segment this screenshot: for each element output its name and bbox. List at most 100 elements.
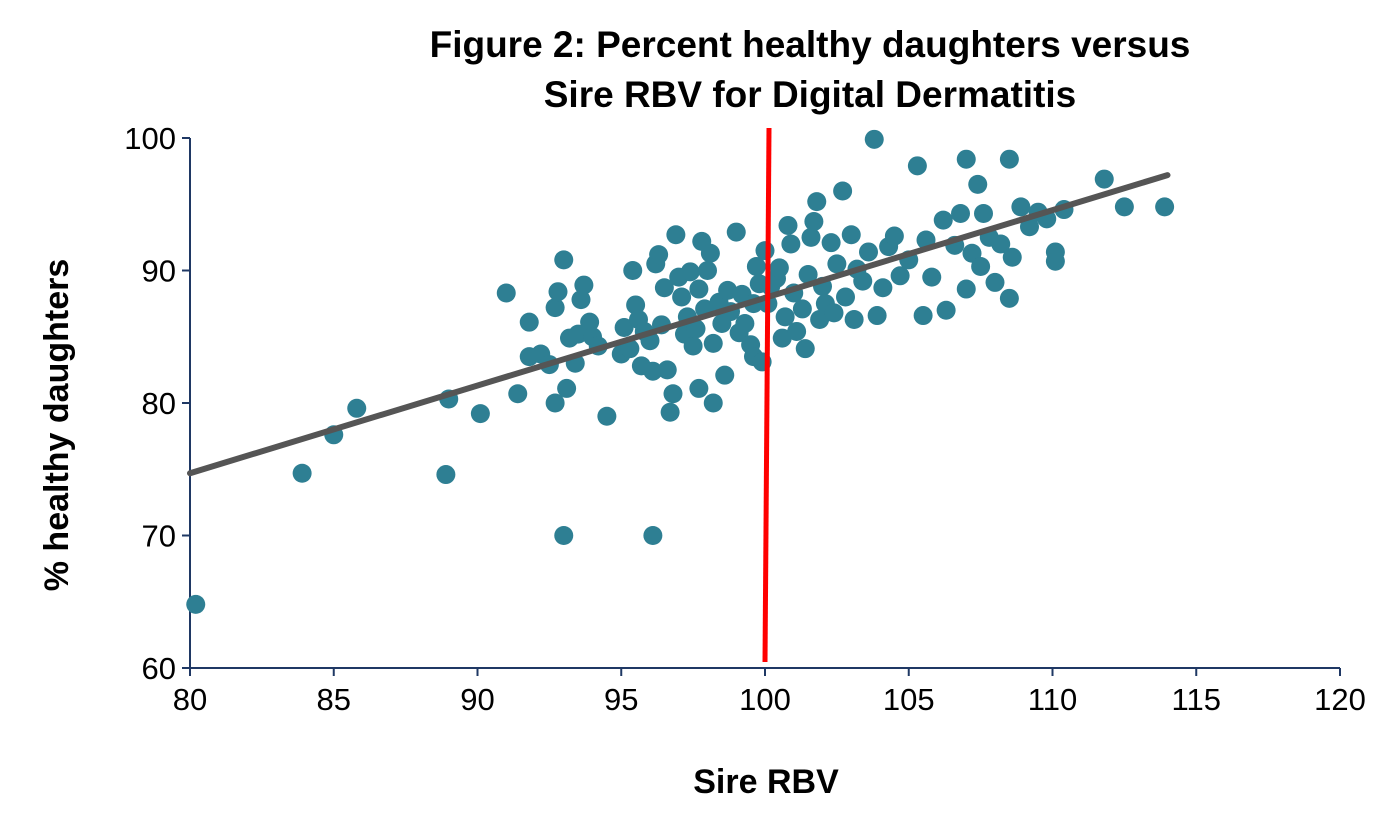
chart-title-line-1: Figure 2: Percent healthy daughters vers… bbox=[430, 24, 1191, 65]
data-point bbox=[620, 339, 640, 359]
data-point bbox=[844, 310, 864, 330]
data-point bbox=[654, 278, 674, 298]
data-point bbox=[557, 378, 577, 398]
data-point bbox=[795, 339, 815, 359]
data-point bbox=[821, 233, 841, 253]
data-point bbox=[186, 594, 206, 614]
data-point bbox=[873, 278, 893, 298]
data-point bbox=[769, 258, 789, 278]
data-point bbox=[554, 526, 574, 545]
data-point bbox=[698, 261, 717, 280]
data-point bbox=[991, 234, 1011, 254]
data-point bbox=[554, 250, 574, 270]
data-point bbox=[347, 398, 367, 418]
data-point bbox=[1155, 197, 1175, 217]
data-point bbox=[827, 254, 847, 274]
data-point bbox=[772, 328, 792, 348]
data-point bbox=[545, 298, 565, 318]
data-point bbox=[571, 290, 591, 310]
plot-area: 60 70 80 90 100 80 85 90 95 100 105 110 115 120 bbox=[124, 121, 1366, 717]
data-point bbox=[781, 234, 801, 254]
reference-line bbox=[762, 127, 772, 663]
data-point bbox=[703, 333, 723, 353]
data-point bbox=[689, 279, 709, 299]
data-point bbox=[755, 241, 775, 261]
data-point bbox=[614, 317, 634, 337]
data-point bbox=[974, 204, 993, 224]
data-point bbox=[810, 310, 830, 330]
data-point bbox=[715, 365, 735, 385]
data-point bbox=[545, 393, 565, 413]
data-point bbox=[778, 215, 798, 235]
data-point bbox=[922, 267, 942, 287]
data-point bbox=[1002, 247, 1022, 267]
data-point bbox=[1114, 197, 1134, 217]
data-point bbox=[907, 156, 927, 176]
data-point bbox=[867, 306, 887, 326]
y-axis-title: % healthy daughters bbox=[38, 259, 76, 592]
x-axis-title: Sire RBV bbox=[693, 763, 839, 801]
data-point bbox=[470, 404, 490, 424]
data-point bbox=[660, 402, 680, 422]
data-point bbox=[700, 243, 720, 263]
data-point bbox=[292, 463, 312, 483]
data-point bbox=[626, 295, 646, 315]
data-point bbox=[643, 361, 663, 381]
data-point bbox=[890, 266, 910, 286]
y-tick-label: 60 bbox=[142, 651, 176, 686]
data-point bbox=[968, 174, 988, 194]
data-point bbox=[663, 384, 683, 404]
x-tick-label: 90 bbox=[460, 682, 494, 717]
data-point bbox=[824, 303, 844, 323]
data-point bbox=[1011, 197, 1031, 217]
data-point bbox=[985, 272, 1005, 292]
x-tick-label: 115 bbox=[1172, 682, 1221, 717]
data-point bbox=[680, 262, 700, 282]
x-tick-label: 110 bbox=[1028, 682, 1077, 717]
data-point bbox=[1045, 251, 1065, 271]
data-point bbox=[801, 227, 821, 247]
data-point bbox=[836, 287, 855, 307]
data-point bbox=[956, 279, 976, 299]
y-tick-label: 70 bbox=[142, 519, 176, 554]
data-point bbox=[956, 149, 976, 169]
data-point bbox=[798, 264, 818, 284]
data-point bbox=[496, 283, 516, 303]
data-point bbox=[1094, 169, 1114, 189]
data-point bbox=[666, 225, 686, 245]
x-tick-label: 85 bbox=[317, 682, 351, 717]
chart-title-line-2: Sire RBV for Digital Dermatitis bbox=[544, 74, 1077, 115]
data-point bbox=[775, 307, 795, 327]
data-point bbox=[804, 211, 824, 231]
x-tick-label: 80 bbox=[173, 682, 207, 717]
x-tick-label: 120 bbox=[1314, 682, 1366, 717]
data-point bbox=[792, 299, 812, 319]
x-tick-label: 95 bbox=[604, 682, 638, 717]
data-point bbox=[913, 306, 933, 326]
data-point bbox=[548, 282, 568, 302]
data-point bbox=[746, 257, 766, 277]
y-tick-label: 90 bbox=[142, 254, 176, 289]
y-tick-label: 100 bbox=[124, 121, 176, 156]
data-point bbox=[936, 300, 956, 320]
x-tick-label: 100 bbox=[739, 682, 791, 717]
data-point bbox=[787, 321, 807, 341]
data-point bbox=[841, 225, 861, 245]
trend-line bbox=[187, 172, 1171, 477]
data-point bbox=[703, 393, 723, 413]
data-point bbox=[519, 312, 539, 332]
data-point bbox=[672, 287, 692, 307]
data-point bbox=[971, 257, 991, 277]
data-point bbox=[686, 319, 706, 339]
data-point bbox=[807, 192, 827, 212]
x-tick-label: 105 bbox=[883, 682, 935, 717]
data-point bbox=[1020, 217, 1039, 237]
data-point bbox=[643, 526, 663, 545]
data-point bbox=[853, 271, 873, 291]
y-tick-label: 80 bbox=[142, 386, 176, 421]
data-point bbox=[568, 324, 588, 344]
data-point bbox=[726, 222, 746, 242]
data-point bbox=[951, 204, 970, 224]
data-point bbox=[884, 226, 904, 246]
